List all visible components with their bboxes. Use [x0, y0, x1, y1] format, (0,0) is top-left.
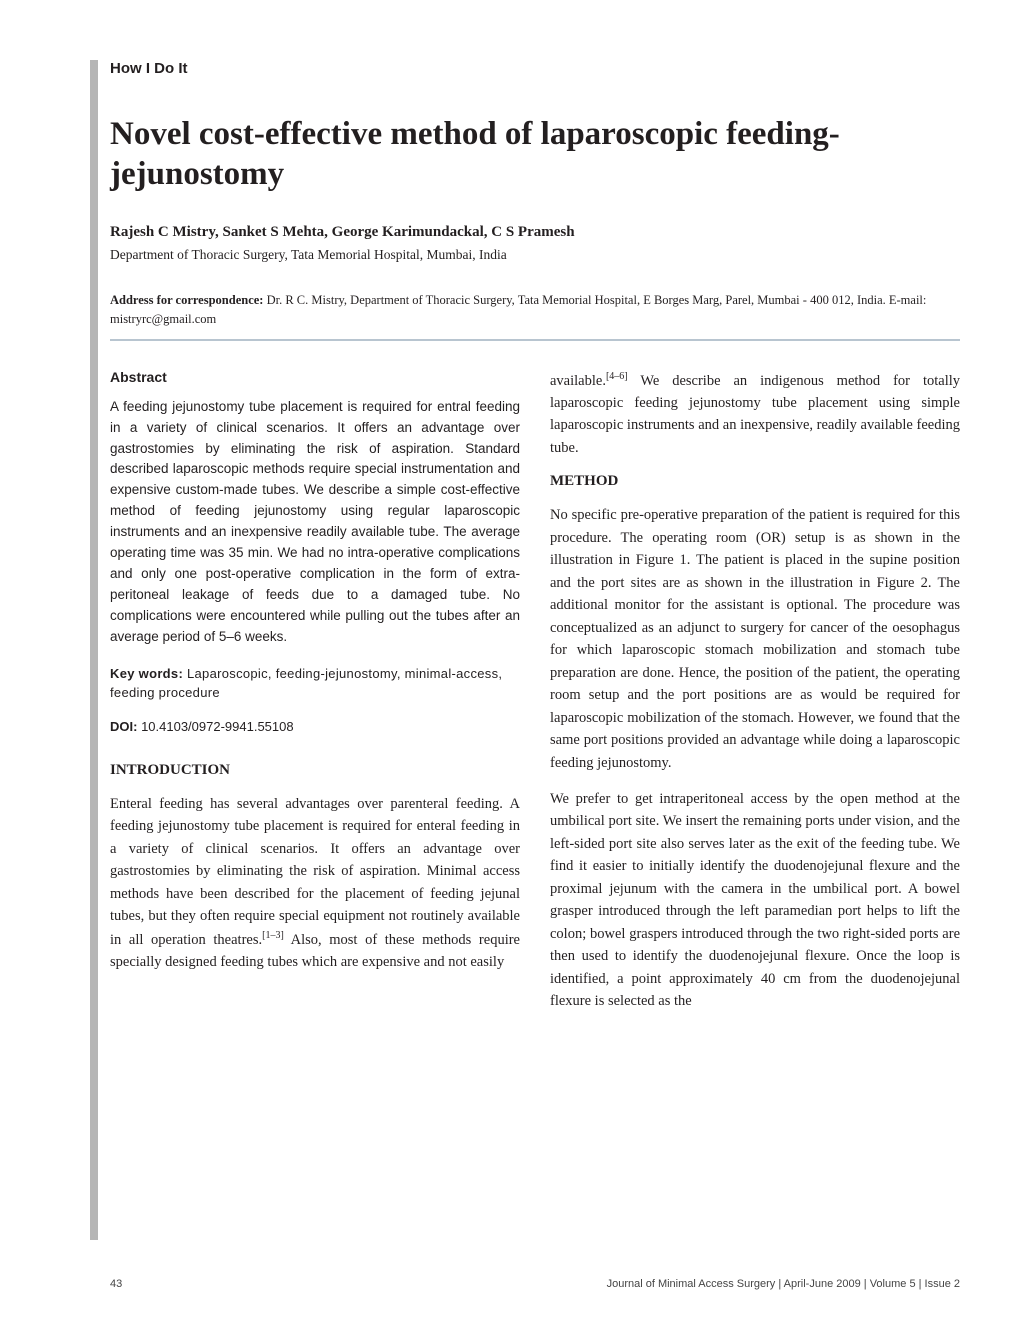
introduction-heading: INTRODUCTION — [110, 762, 520, 779]
page-number: 43 — [110, 1278, 122, 1290]
method-paragraph-1: No specific pre-operative preparation of… — [550, 504, 960, 774]
method-paragraph-2: We prefer to get intraperitoneal access … — [550, 788, 960, 1013]
body-columns: Abstract A feeding jejunostomy tube plac… — [110, 369, 960, 1013]
doi-value: 10.4103/0972-9941.55108 — [141, 719, 294, 734]
abstract-heading: Abstract — [110, 369, 520, 385]
doi-label: DOI: — [110, 719, 141, 734]
article-title: Novel cost-effective method of laparosco… — [110, 115, 960, 194]
intro-p1-part1: Enteral feeding has several advantages o… — [110, 796, 520, 948]
correspondence-block: Address for correspondence: Dr. R C. Mis… — [110, 291, 960, 341]
intro-cont-part2: We describe an indigenous method for tot… — [550, 373, 960, 456]
introduction-paragraph: Enteral feeding has several advantages o… — [110, 793, 520, 974]
left-column: Abstract A feeding jejunostomy tube plac… — [110, 369, 520, 1013]
keywords-label: Key words: — [110, 666, 187, 681]
keywords-block: Key words: Laparoscopic, feeding-jejunos… — [110, 664, 520, 703]
authors-line: Rajesh C Mistry, Sanket S Mehta, George … — [110, 224, 960, 241]
journal-info: Journal of Minimal Access Surgery | Apri… — [607, 1278, 960, 1290]
method-heading: METHOD — [550, 473, 960, 490]
intro-cont-part1: available. — [550, 373, 606, 389]
article-section-label: How I Do It — [110, 60, 960, 77]
abstract-text: A feeding jejunostomy tube placement is … — [110, 397, 520, 648]
vertical-accent-bar — [90, 60, 98, 1240]
introduction-paragraph-continued: available.[4–6] We describe an indigenou… — [550, 369, 960, 460]
right-column: available.[4–6] We describe an indigenou… — [550, 369, 960, 1013]
citation-1-3: [1–3] — [262, 930, 284, 941]
affiliation-line: Department of Thoracic Surgery, Tata Mem… — [110, 247, 960, 263]
page-footer: 43 Journal of Minimal Access Surgery | A… — [60, 1278, 960, 1290]
citation-4-6: [4–6] — [606, 371, 628, 382]
correspondence-label: Address for correspondence: — [110, 293, 267, 307]
doi-block: DOI: 10.4103/0972-9941.55108 — [110, 719, 520, 734]
page-content: How I Do It Novel cost-effective method … — [110, 60, 960, 1013]
